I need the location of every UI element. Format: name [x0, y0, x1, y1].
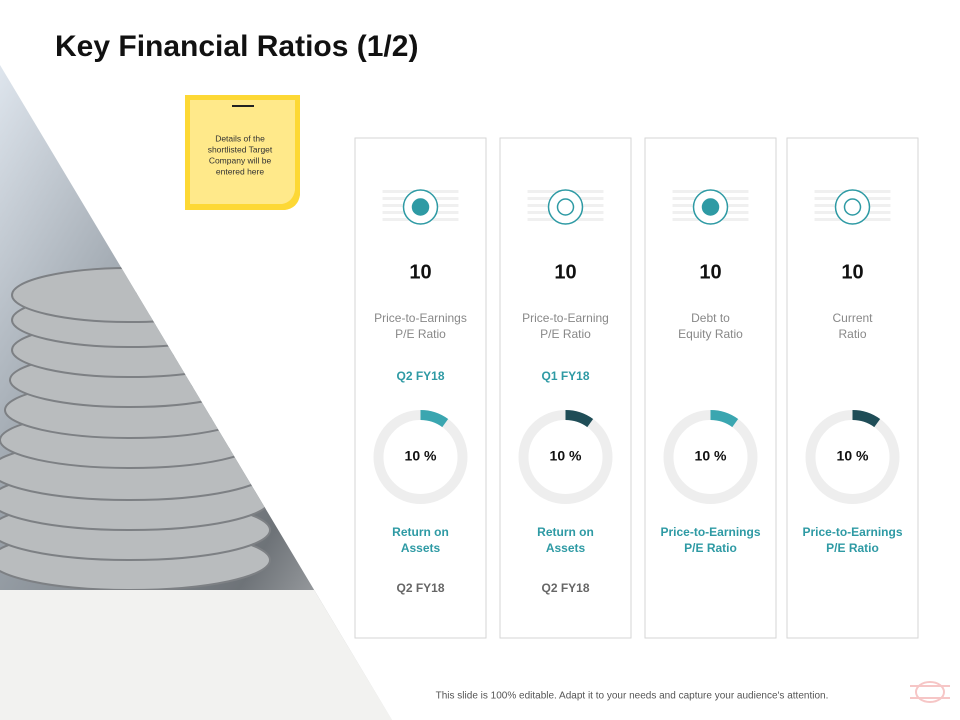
metric-line: Debt to — [691, 311, 730, 325]
ring-metric-line: Return on — [392, 525, 449, 539]
ring-label: 10 % — [405, 448, 437, 464]
icon-inner — [843, 198, 862, 216]
ring-arc — [710, 410, 739, 428]
title: Key Financial Ratios (1/2) — [55, 30, 418, 63]
logo — [910, 681, 950, 703]
ring-period: Q2 FY18 — [396, 581, 444, 595]
ring-arc — [852, 410, 881, 428]
cards: 10 Price-to-Earnings P/E Ratio Q2 FY18 10 % R… — [354, 137, 919, 639]
ring-arc — [420, 410, 449, 428]
card-value: 10 — [699, 261, 721, 283]
ring-metric-line: Assets — [401, 541, 441, 555]
note-line: Details of the — [215, 133, 265, 143]
card-value: 10 — [554, 261, 576, 283]
card-value: 10 — [841, 261, 863, 283]
metric-line: P/E Ratio — [395, 327, 446, 341]
ring-period: Q2 FY18 — [541, 581, 589, 595]
card-value: 10 — [409, 261, 431, 283]
metric-line: Current — [832, 311, 873, 325]
metric-line: P/E Ratio — [540, 327, 591, 341]
icon-inner — [556, 198, 575, 216]
ring-label: 10 % — [550, 448, 582, 464]
ring-metric-line: Return on — [537, 525, 594, 539]
sticky-note — [185, 95, 300, 210]
note-line: entered here — [216, 166, 264, 176]
ring-label: 10 % — [695, 448, 727, 464]
metric-line: Price-to-Earnings — [374, 311, 467, 325]
ring-metric-line: Assets — [546, 541, 586, 555]
ring-metric-line: Price-to-Earnings — [660, 525, 760, 539]
footer-text: This slide is 100% editable. Adapt it to… — [436, 691, 829, 702]
icon — [834, 189, 871, 225]
note-line: shortlisted Target — [208, 144, 273, 154]
note-line: Company will be — [209, 155, 272, 165]
metric-line: Equity Ratio — [678, 327, 743, 341]
ring-arc — [565, 410, 594, 428]
ring-metric-line: Price-to-Earnings — [802, 525, 902, 539]
icon — [547, 189, 584, 225]
ring-metric-line: P/E Ratio — [826, 541, 879, 555]
metric-line: Price-to-Earning — [522, 311, 609, 325]
ring-metric-line: P/E Ratio — [684, 541, 737, 555]
icon-inner — [411, 198, 430, 216]
period: Q2 FY18 — [396, 369, 444, 383]
period: Q1 FY18 — [541, 369, 589, 383]
icon-inner — [701, 198, 720, 216]
metric-line: Ratio — [838, 327, 866, 341]
ring-label: 10 % — [837, 448, 869, 464]
